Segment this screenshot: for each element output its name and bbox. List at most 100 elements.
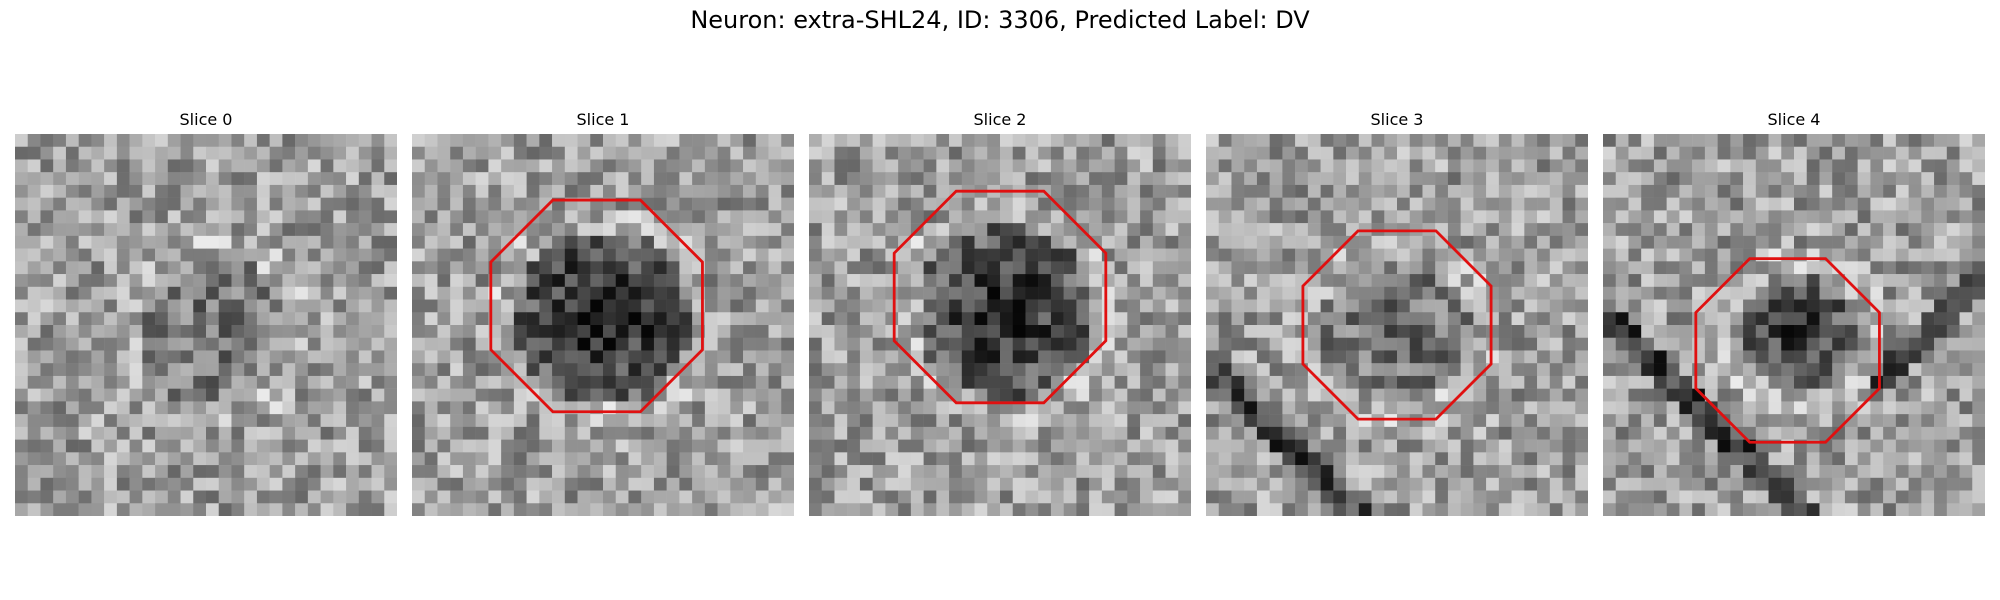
pixel: [615, 337, 629, 351]
pixel: [1743, 388, 1757, 402]
pixel: [679, 414, 693, 428]
pixel: [641, 184, 655, 198]
pixel: [1895, 465, 1909, 479]
pixel: [717, 452, 731, 466]
pixel: [1679, 452, 1693, 466]
pixel: [462, 134, 476, 147]
pixel: [1114, 134, 1128, 147]
pixel: [1473, 172, 1487, 186]
pixel: [1333, 375, 1347, 389]
pixel: [1140, 184, 1154, 198]
pixel: [1666, 261, 1680, 275]
pixel: [1050, 159, 1064, 173]
pixel: [1076, 235, 1090, 249]
pixel: [1435, 477, 1449, 491]
pixel: [307, 350, 321, 364]
pixel: [743, 248, 757, 262]
pixel: [1409, 503, 1423, 516]
pixel: [1908, 426, 1922, 440]
pixel: [1473, 452, 1487, 466]
pixel: [717, 261, 731, 275]
pixel: [53, 477, 67, 491]
pixel: [1844, 414, 1858, 428]
pixel: [577, 426, 591, 440]
pixel: [872, 299, 886, 313]
pixel: [1486, 223, 1500, 237]
pixel: [1755, 477, 1769, 491]
pixel: [692, 388, 706, 402]
pixel: [346, 337, 360, 351]
pixel: [768, 439, 782, 453]
pixel: [1768, 134, 1782, 147]
pixel: [1206, 325, 1219, 338]
pixel: [116, 388, 130, 402]
pixel: [40, 350, 54, 364]
pixel: [78, 312, 92, 326]
pixel: [116, 286, 130, 300]
pixel: [781, 261, 794, 275]
pixel: [1511, 363, 1525, 377]
pixel: [923, 388, 937, 402]
pixel: [65, 375, 79, 389]
pixel: [40, 401, 54, 415]
pixel: [450, 350, 464, 364]
pixel: [1730, 223, 1744, 237]
pixel: [1692, 414, 1706, 428]
pixel: [116, 325, 130, 338]
pixel: [653, 503, 667, 516]
pixel: [167, 223, 181, 237]
pixel: [450, 235, 464, 249]
pixel: [704, 363, 718, 377]
pixel: [513, 477, 527, 491]
pixel: [1063, 184, 1077, 198]
pixel: [1101, 325, 1115, 338]
pixel: [590, 312, 604, 326]
pixel: [1384, 286, 1398, 300]
pixel: [1653, 159, 1667, 173]
pixel: [142, 172, 156, 186]
pixel: [1231, 223, 1245, 237]
pixel: [923, 159, 937, 173]
pixel: [320, 159, 334, 173]
pixel: [1025, 286, 1039, 300]
pixel: [450, 363, 464, 377]
pixel: [859, 286, 873, 300]
pixel: [65, 452, 79, 466]
pixel: [129, 248, 143, 262]
pixel: [1269, 350, 1283, 364]
pixel: [1307, 401, 1321, 415]
pixel: [1844, 146, 1858, 160]
pixel: [859, 439, 873, 453]
pixel: [717, 401, 731, 415]
pixel: [1628, 274, 1642, 288]
pixel: [1140, 261, 1154, 275]
pixel: [1603, 426, 1616, 440]
pixel: [346, 197, 360, 211]
pixel: [603, 477, 616, 491]
pixel: [320, 172, 334, 186]
pixel: [40, 248, 54, 262]
pixel: [501, 172, 515, 186]
pixel: [282, 248, 296, 262]
pixel: [1473, 146, 1487, 160]
pixel: [1781, 197, 1795, 211]
pixel: [666, 490, 680, 504]
pixel: [1946, 465, 1960, 479]
pixel: [53, 325, 67, 338]
pixel: [1152, 146, 1166, 160]
pixel: [872, 210, 886, 224]
pixel: [462, 210, 476, 224]
pixel: [936, 375, 950, 389]
pixel: [1603, 465, 1616, 479]
pixel: [78, 325, 92, 338]
pixel: [142, 235, 156, 249]
pixel: [1307, 388, 1321, 402]
pixel: [282, 134, 296, 147]
pixel: [1794, 223, 1807, 237]
pixel: [1435, 426, 1449, 440]
pixel: [384, 184, 397, 198]
pixel: [1603, 146, 1616, 160]
pixel: [346, 363, 360, 377]
pixel: [1384, 503, 1398, 516]
pixel: [1730, 414, 1744, 428]
